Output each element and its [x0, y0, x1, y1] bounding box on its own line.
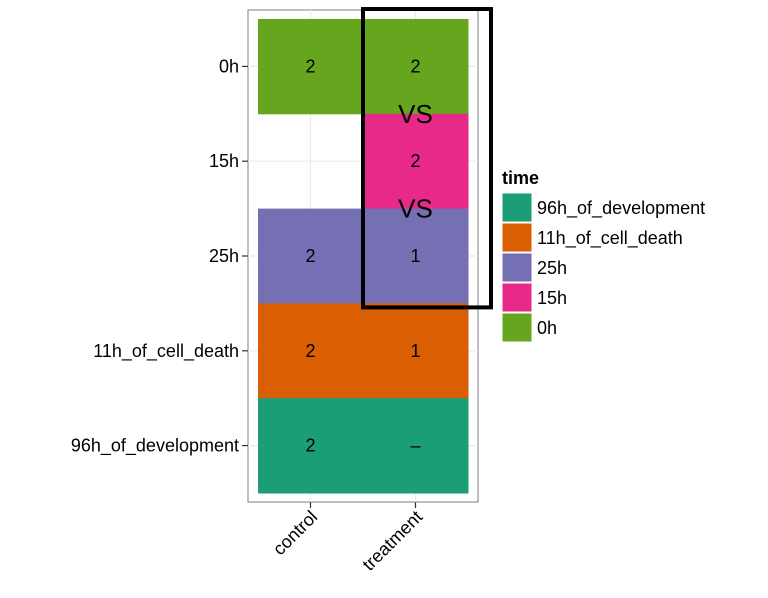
legend-swatch-25h	[501, 252, 533, 283]
vs-annotation-1: VS	[398, 99, 433, 129]
legend-label-96h-of-development: 96h_of_development	[537, 198, 705, 219]
cell-control-0h	[258, 19, 364, 115]
legend-label-15h: 15h	[537, 288, 567, 308]
vs-annotation-2: VS	[398, 194, 433, 224]
cell-label-treatment-0h: 2	[410, 56, 420, 76]
cell-labels: 2 2 2 2 1 2 1 2 –	[305, 56, 420, 455]
cell-control-25h	[258, 208, 364, 304]
highlight	[361, 7, 493, 310]
legend-swatch-11h-of-cell-death	[501, 222, 533, 253]
cell-control-96h-of-development	[258, 398, 364, 494]
cells	[258, 19, 469, 494]
cell-treatment-25h	[363, 208, 469, 304]
cell-label-control-25h: 2	[305, 246, 315, 266]
cell-label-control-11h-of-cell-death: 2	[305, 341, 315, 361]
cell-label-control-0h: 2	[305, 56, 315, 76]
cell-label-treatment-15h: 2	[410, 151, 420, 171]
legend: time 96h_of_development 11h_of_cell_death 2…	[501, 168, 705, 343]
y-tick-label-25h: 25h	[209, 246, 239, 266]
x-tick-label-control: control	[269, 507, 321, 559]
cell-label-treatment-25h: 1	[410, 246, 420, 266]
x-tick-label-treatment: treatment	[358, 507, 426, 575]
legend-label-25h: 25h	[537, 258, 567, 278]
legend-swatch-15h	[501, 282, 533, 313]
annotations: VS VS	[398, 99, 433, 224]
legend-swatch-96h-of-development	[501, 192, 533, 223]
cell-treatment-0h	[363, 19, 469, 115]
cell-control-11h-of-cell-death	[258, 303, 364, 399]
cell-treatment-15h	[363, 113, 469, 210]
legend-title: time	[502, 168, 539, 188]
y-tick-label-15h: 15h	[209, 151, 239, 171]
y-tick-label-11h-of-cell-death: 11h_of_cell_death	[93, 341, 239, 362]
legend-label-0h: 0h	[537, 318, 557, 338]
cell-treatment-11h-of-cell-death	[363, 303, 469, 399]
y-tick-label-96h-of-development: 96h_of_development	[71, 436, 239, 457]
x-axis: control treatment	[269, 502, 426, 575]
cell-treatment-96h-of-development	[363, 398, 469, 494]
legend-swatch-0h	[501, 312, 533, 343]
y-axis: 0h 15h 25h 11h_of_cell_death 96h_of_developm…	[71, 56, 248, 457]
legend-label-11h-of-cell-death: 11h_of_cell_death	[537, 228, 683, 249]
highlight-box	[361, 7, 493, 310]
cell-label-treatment-96h-of-development: –	[410, 436, 420, 456]
cell-label-control-96h-of-development: 2	[305, 436, 315, 456]
cell-label-treatment-11h-of-cell-death: 1	[410, 341, 420, 361]
y-tick-label-0h: 0h	[219, 56, 239, 76]
